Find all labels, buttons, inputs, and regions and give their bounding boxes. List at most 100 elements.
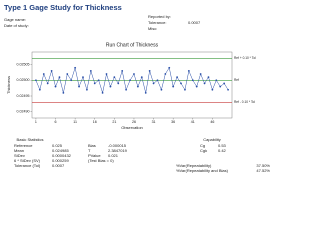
data-point: [140, 76, 143, 79]
data-point: [191, 79, 194, 82]
series-line: [35, 66, 229, 94]
stat-label: Cg: [200, 143, 205, 148]
reference-label: Ref: [234, 78, 239, 82]
header-label: Tolerance:: [148, 20, 166, 25]
data-point: [136, 85, 139, 88]
data-point: [207, 76, 210, 79]
y-tick-label: 0.02500: [17, 78, 30, 82]
data-point: [223, 82, 226, 85]
header-label: Date of study:: [4, 23, 29, 28]
header-label: Gage name:: [4, 17, 26, 22]
data-point: [113, 76, 116, 79]
stat-value: 0.0007: [52, 163, 65, 168]
data-point: [86, 88, 88, 91]
data-point: [133, 73, 135, 75]
stat-label: Cgk: [200, 148, 207, 153]
data-point: [144, 91, 147, 94]
page: Type 1 Gage Study for Thickness Gage nam…: [4, 2, 271, 174]
stat-label: %Var(Repeatability): [176, 163, 212, 168]
stat-value: 0.024985: [52, 148, 69, 153]
data-point: [58, 76, 61, 79]
data-point: [42, 73, 45, 75]
data-point: [219, 85, 222, 88]
data-point: [109, 85, 112, 88]
stat-value: 0.000259: [52, 158, 69, 163]
y-tick-label: 0.02505: [17, 63, 30, 67]
stat-label: T: [88, 148, 91, 153]
data-point: [164, 73, 167, 75]
x-tick-label: 46: [210, 120, 214, 124]
data-point: [195, 85, 198, 88]
x-tick-label: 41: [191, 120, 195, 124]
section-title: Capability: [203, 137, 221, 142]
stat-value: 0.0000432: [52, 153, 72, 158]
stat-label: StDev: [14, 153, 25, 158]
report-title: Type 1 Gage Study for Thickness: [4, 3, 122, 12]
data-point: [82, 76, 84, 79]
data-point: [211, 88, 214, 91]
y-tick-label: 0.02495: [17, 94, 30, 98]
data-point: [227, 88, 229, 91]
data-point: [176, 76, 178, 79]
x-tick-label: 6: [55, 120, 57, 124]
data-point: [148, 69, 151, 72]
data-point: [78, 85, 80, 88]
stat-label: Tolerance (Tol): [14, 163, 41, 168]
stat-note: (Test Bias = 0): [88, 158, 114, 163]
data-point: [35, 79, 37, 82]
data-point: [101, 91, 104, 94]
x-tick-label: 1: [35, 120, 37, 124]
y-tick-label: 0.02490: [17, 110, 30, 114]
header-value: 0.0007: [188, 20, 201, 25]
data-point: [38, 88, 41, 91]
data-point: [121, 69, 124, 72]
report: Type 1 Gage Study for Thickness Gage nam…: [4, 2, 271, 174]
data-point: [70, 79, 73, 82]
data-point: [46, 82, 49, 85]
stat-label: Mean: [14, 148, 24, 153]
data-point: [129, 79, 131, 82]
chart-title: Run Chart of Thickness: [106, 42, 159, 48]
x-tick-label: 36: [171, 120, 175, 124]
data-point: [74, 66, 77, 69]
y-axis-label: Thickness: [6, 76, 11, 94]
stat-value: 0.021: [108, 153, 119, 158]
x-tick-label: 26: [132, 120, 136, 124]
x-tick-label: 21: [112, 120, 116, 124]
stat-value: 0.42: [218, 148, 227, 153]
stat-value: 47.52%: [256, 168, 270, 173]
reference-label: Ref + 0.10 * Tol: [234, 56, 256, 60]
data-point: [199, 73, 202, 75]
x-axis-label: Observation: [121, 125, 143, 130]
data-point: [203, 82, 206, 85]
stat-label: PValue: [88, 153, 101, 158]
x-tick-label: 31: [152, 120, 156, 124]
section-title: Basic Statistics: [17, 137, 44, 142]
data-point: [125, 88, 128, 91]
data-point: [62, 91, 65, 94]
header-label: Reported by:: [148, 14, 171, 19]
data-point: [89, 69, 92, 72]
data-point: [50, 69, 53, 72]
data-point: [160, 88, 163, 91]
x-tick-label: 11: [73, 120, 77, 124]
data-point: [117, 82, 120, 85]
data-point: [97, 79, 100, 82]
data-point: [168, 66, 171, 69]
stat-value: 0.025: [52, 143, 63, 148]
stat-value: 37.50%: [256, 163, 270, 168]
stat-value: 2.3847019: [108, 148, 128, 153]
data-point: [152, 82, 155, 85]
plot-area: [31, 51, 233, 119]
header-label: Misc:: [148, 26, 157, 31]
stat-label: 6 * StDev (SV): [14, 158, 41, 163]
stat-label: %Var(Repeatability and Bias): [176, 168, 229, 173]
stat-label: Bias: [88, 143, 96, 148]
data-point: [54, 85, 57, 88]
data-point: [187, 69, 190, 72]
data-point: [184, 88, 186, 91]
data-point: [93, 82, 96, 85]
stat-label: Reference: [14, 143, 33, 148]
data-point: [156, 79, 159, 82]
data-point: [66, 73, 69, 75]
